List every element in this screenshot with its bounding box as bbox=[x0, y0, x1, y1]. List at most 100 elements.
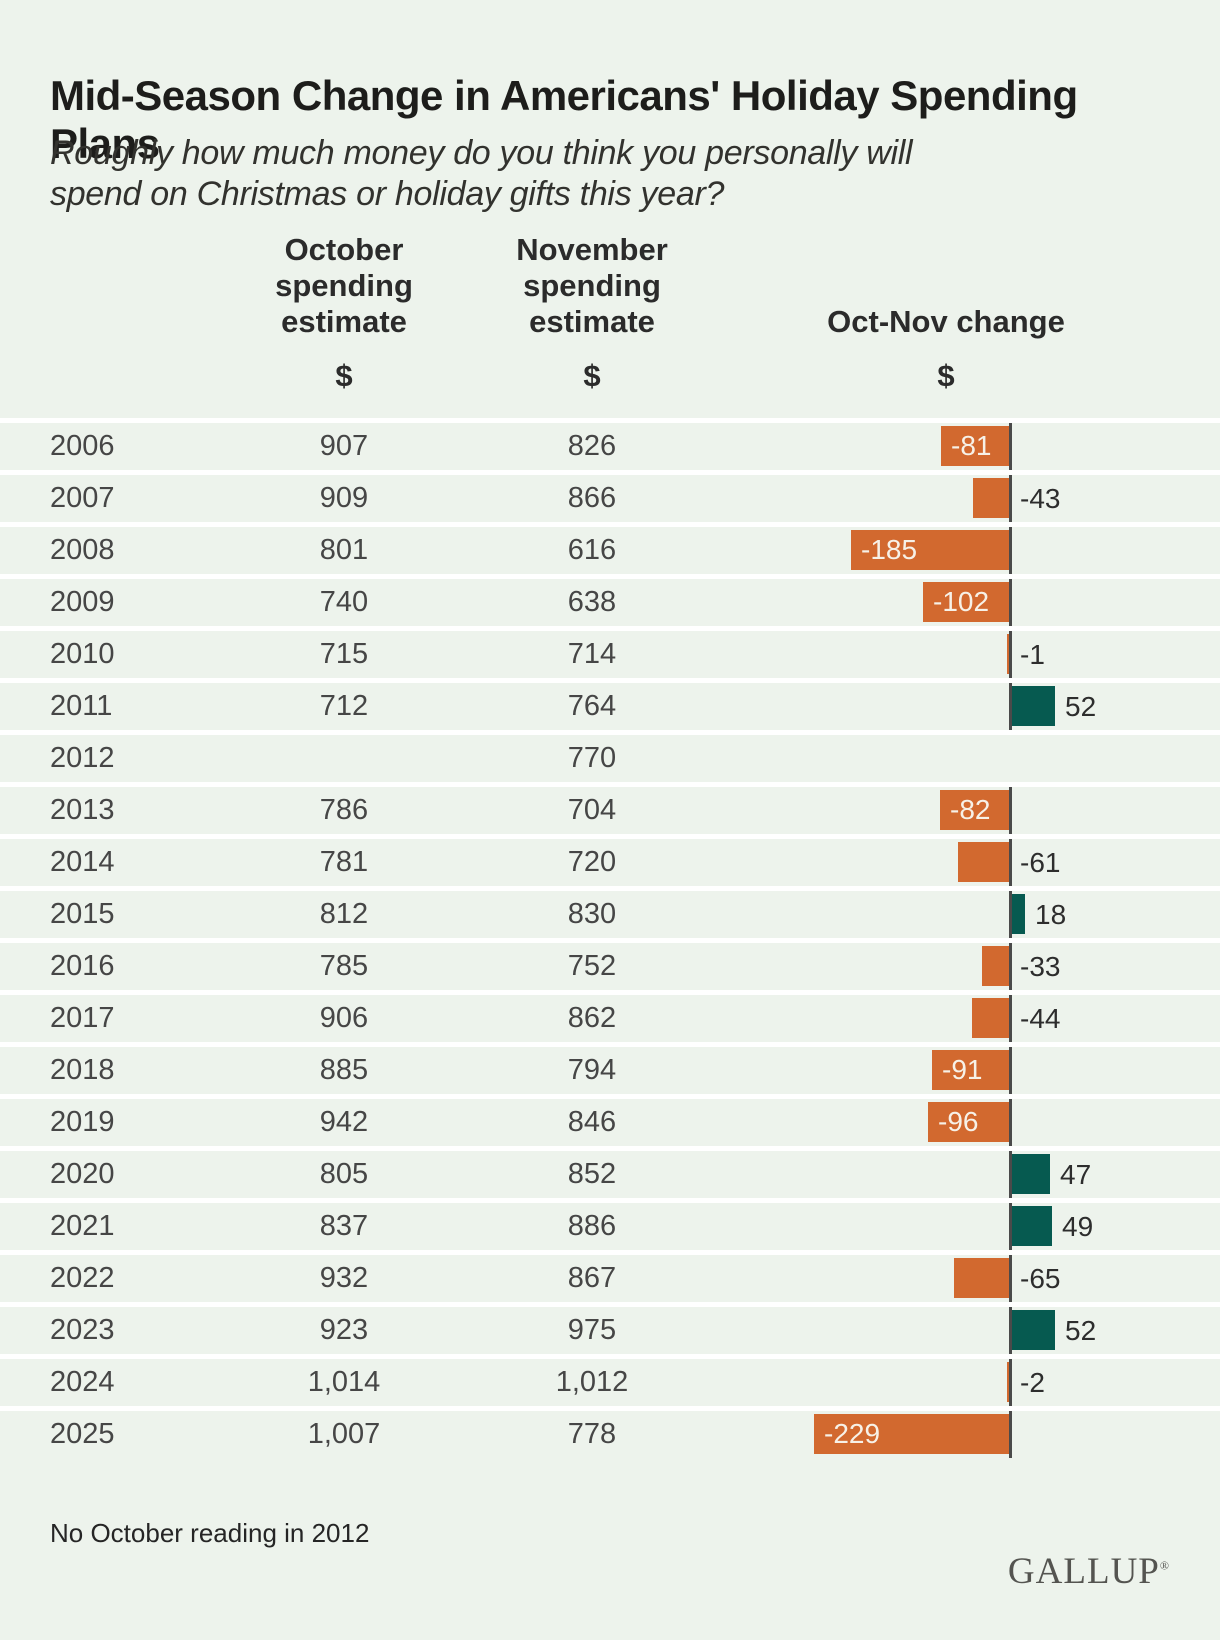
year-label: 2025 bbox=[50, 1418, 115, 1450]
october-value: 942 bbox=[319, 1106, 369, 1138]
registered-trademark-icon: ® bbox=[1159, 1558, 1170, 1573]
october-value: 740 bbox=[319, 586, 369, 618]
october-value: 805 bbox=[319, 1158, 369, 1190]
change-bar: -81 bbox=[941, 426, 1010, 466]
november-value: 867 bbox=[567, 1262, 617, 1294]
year-label: 2012 bbox=[50, 742, 115, 774]
table-row: 2024 1,014 1,012 -2 bbox=[0, 1354, 1220, 1406]
change-bar bbox=[973, 478, 1010, 518]
november-value: 862 bbox=[567, 1002, 617, 1034]
change-bar bbox=[982, 946, 1010, 986]
year-label: 2014 bbox=[50, 846, 115, 878]
zero-axis-line bbox=[1009, 579, 1012, 626]
change-bar bbox=[958, 842, 1010, 882]
zero-axis-line bbox=[1009, 1151, 1012, 1198]
november-value: 852 bbox=[567, 1158, 617, 1190]
november-value: 866 bbox=[567, 482, 617, 514]
october-value: 932 bbox=[319, 1262, 369, 1294]
table-row: 2021 837 886 49 bbox=[0, 1198, 1220, 1250]
november-value: 714 bbox=[567, 638, 617, 670]
october-value: 781 bbox=[319, 846, 369, 878]
column-header-november: November spending estimate bbox=[516, 232, 668, 339]
change-bar bbox=[1007, 634, 1010, 674]
change-bar bbox=[1010, 1310, 1055, 1350]
year-label: 2020 bbox=[50, 1158, 115, 1190]
november-value: 975 bbox=[567, 1314, 617, 1346]
change-value-label: -81 bbox=[951, 430, 992, 461]
year-label: 2011 bbox=[50, 690, 113, 722]
november-value: 752 bbox=[567, 950, 617, 982]
change-bar bbox=[1010, 1154, 1050, 1194]
change-bar bbox=[1010, 894, 1025, 934]
november-value: 846 bbox=[567, 1106, 617, 1138]
change-bar bbox=[1007, 1362, 1010, 1402]
table-row: 2020 805 852 47 bbox=[0, 1146, 1220, 1198]
change-bar: -185 bbox=[851, 530, 1010, 570]
year-label: 2013 bbox=[50, 794, 115, 826]
change-value-label: -2 bbox=[1020, 1367, 1045, 1398]
zero-axis-line bbox=[1009, 1307, 1012, 1354]
year-label: 2008 bbox=[50, 534, 115, 566]
october-value: 885 bbox=[319, 1054, 369, 1086]
year-label: 2007 bbox=[50, 482, 115, 514]
october-value: 907 bbox=[319, 430, 369, 462]
change-bar bbox=[1010, 1206, 1052, 1246]
zero-axis-line bbox=[1009, 683, 1012, 730]
change-value-label: -44 bbox=[1020, 1003, 1061, 1034]
change-bar: -102 bbox=[923, 582, 1010, 622]
data-table: 2006 907 826 -81 2007 909 866 -43 2008 801 616 -185… bbox=[0, 418, 1220, 1458]
year-label: 2009 bbox=[50, 586, 115, 618]
year-label: 2016 bbox=[50, 950, 115, 982]
column-header-change: Oct-Nov change bbox=[827, 304, 1065, 339]
zero-axis-line bbox=[1009, 1359, 1012, 1406]
change-value-label: 18 bbox=[1035, 899, 1067, 930]
change-value-label: -96 bbox=[938, 1106, 979, 1137]
october-value: 786 bbox=[319, 794, 369, 826]
october-value: 906 bbox=[319, 1002, 369, 1034]
change-value-label: -33 bbox=[1020, 951, 1061, 982]
table-row: 2012 770 bbox=[0, 730, 1220, 782]
table-row: 2025 1,007 778 -229 bbox=[0, 1406, 1220, 1458]
year-label: 2017 bbox=[50, 1002, 115, 1034]
year-label: 2024 bbox=[50, 1366, 115, 1398]
year-label: 2018 bbox=[50, 1054, 115, 1086]
table-row: 2009 740 638 -102 bbox=[0, 574, 1220, 626]
year-label: 2021 bbox=[50, 1210, 115, 1242]
table-row: 2017 906 862 -44 bbox=[0, 990, 1220, 1042]
october-value: 1,007 bbox=[307, 1418, 381, 1450]
october-value: 785 bbox=[319, 950, 369, 982]
october-value: 923 bbox=[319, 1314, 369, 1346]
change-value-label: -91 bbox=[942, 1054, 983, 1085]
zero-axis-line bbox=[1009, 1047, 1012, 1094]
november-value: 638 bbox=[567, 586, 617, 618]
change-bar: -91 bbox=[932, 1050, 1010, 1090]
table-row: 2018 885 794 -91 bbox=[0, 1042, 1220, 1094]
change-value-label: 52 bbox=[1065, 691, 1097, 722]
october-value: 715 bbox=[319, 638, 369, 670]
table-row: 2022 932 867 -65 bbox=[0, 1250, 1220, 1302]
change-value-label: -229 bbox=[824, 1418, 881, 1449]
zero-axis-line bbox=[1009, 527, 1012, 574]
footnote: No October reading in 2012 bbox=[50, 1518, 370, 1548]
column-header-october: October spending estimate bbox=[275, 232, 413, 339]
change-bar bbox=[954, 1258, 1010, 1298]
change-value-label: -65 bbox=[1020, 1263, 1061, 1294]
change-value-label: -82 bbox=[950, 794, 991, 825]
table-row: 2006 907 826 -81 bbox=[0, 418, 1220, 470]
year-label: 2023 bbox=[50, 1314, 115, 1346]
table-row: 2010 715 714 -1 bbox=[0, 626, 1220, 678]
table-row: 2013 786 704 -82 bbox=[0, 782, 1220, 834]
november-value: 826 bbox=[567, 430, 617, 462]
year-label: 2019 bbox=[50, 1106, 115, 1138]
november-value: 778 bbox=[567, 1418, 617, 1450]
november-value: 616 bbox=[567, 534, 617, 566]
change-unit-label: $ bbox=[937, 358, 955, 393]
zero-axis-line bbox=[1009, 995, 1012, 1042]
october-value: 801 bbox=[319, 534, 369, 566]
october-value: 1,014 bbox=[307, 1366, 381, 1398]
table-row: 2015 812 830 18 bbox=[0, 886, 1220, 938]
november-value: 720 bbox=[567, 846, 617, 878]
november-value: 830 bbox=[567, 898, 617, 930]
change-value-label: 47 bbox=[1060, 1159, 1092, 1190]
